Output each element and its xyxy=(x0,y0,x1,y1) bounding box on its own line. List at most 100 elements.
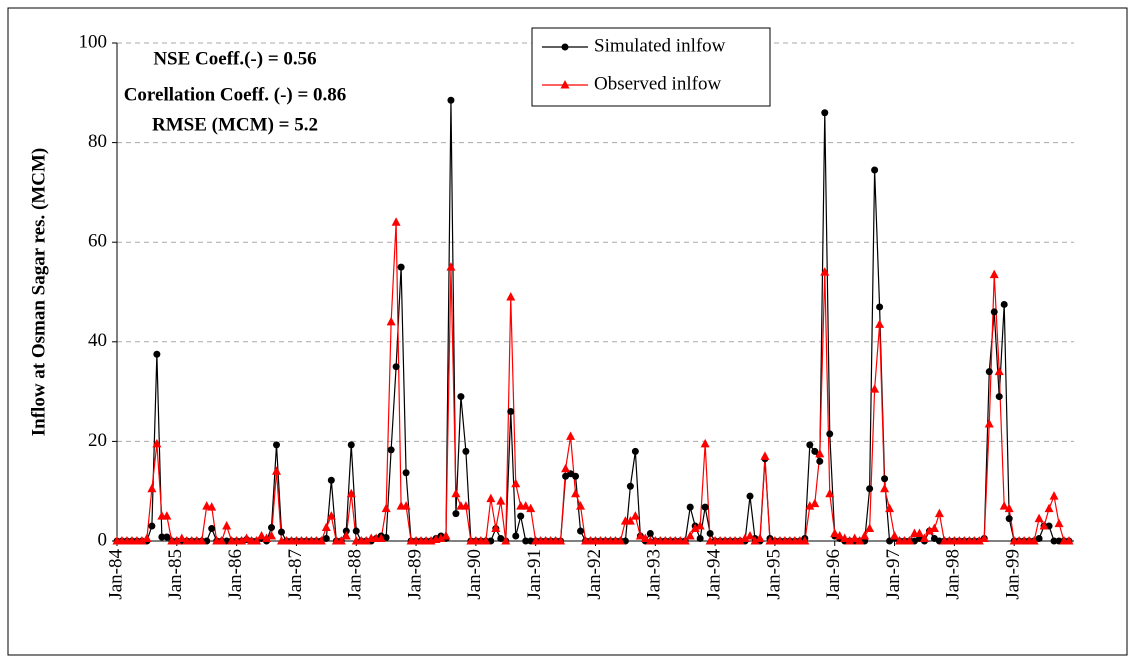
point xyxy=(1004,503,1014,513)
point xyxy=(934,508,944,518)
point xyxy=(635,531,645,540)
point xyxy=(491,523,501,533)
x-tick-label: Jan-95 xyxy=(763,549,784,600)
point xyxy=(835,531,845,540)
point xyxy=(750,536,760,545)
point xyxy=(696,535,704,543)
x-tick-label: Jan-97 xyxy=(883,549,904,600)
legend-label: Observed inlfow xyxy=(594,73,721,94)
y-tick-label: 0 xyxy=(98,529,108,550)
point xyxy=(881,475,889,483)
point xyxy=(447,96,455,104)
point xyxy=(990,308,998,316)
point xyxy=(152,438,162,448)
point xyxy=(700,438,710,448)
point xyxy=(1039,521,1049,530)
point xyxy=(402,469,410,477)
point xyxy=(346,488,356,498)
x-tick-label: Jan-89 xyxy=(404,549,425,600)
point xyxy=(826,430,834,438)
annotation: NSE Coeff.(-) = 0.56 xyxy=(153,48,316,69)
point xyxy=(690,523,700,533)
point xyxy=(820,267,830,276)
point xyxy=(815,448,825,458)
point xyxy=(626,482,634,490)
point xyxy=(984,418,994,428)
y-tick-label: 100 xyxy=(79,31,108,52)
point xyxy=(631,447,639,455)
point xyxy=(914,528,924,538)
point xyxy=(566,431,576,440)
point xyxy=(866,485,874,493)
point xyxy=(561,463,571,473)
point xyxy=(876,303,884,311)
point xyxy=(760,451,770,460)
x-tick-label: Jan-98 xyxy=(943,549,964,600)
point xyxy=(1064,536,1074,545)
legend-label: Simulated inlfow xyxy=(594,35,726,56)
point xyxy=(316,536,326,545)
x-tick-label: Jan-84 xyxy=(105,549,126,600)
point xyxy=(806,441,814,449)
legend-marker xyxy=(560,80,570,89)
point xyxy=(811,447,819,455)
annotation: RMSE (MCM) = 5.2 xyxy=(152,114,318,135)
point xyxy=(391,217,401,226)
point xyxy=(1050,537,1058,545)
point xyxy=(1000,300,1008,308)
point xyxy=(341,531,351,540)
point xyxy=(268,524,276,532)
point xyxy=(222,521,232,530)
point xyxy=(706,530,714,538)
x-tick-label: Jan-85 xyxy=(165,549,186,600)
point xyxy=(162,511,172,520)
point xyxy=(845,536,855,545)
point xyxy=(615,536,625,545)
point xyxy=(267,531,277,540)
point xyxy=(197,536,207,545)
point xyxy=(994,366,1004,376)
point xyxy=(436,533,446,543)
point xyxy=(1054,518,1064,528)
point xyxy=(865,523,875,533)
y-tick-label: 20 xyxy=(88,430,107,451)
chart-frame xyxy=(7,7,1128,656)
point xyxy=(517,512,525,520)
point xyxy=(885,503,895,513)
point xyxy=(511,478,521,488)
point xyxy=(929,523,939,533)
point xyxy=(830,528,840,538)
point xyxy=(451,488,461,498)
x-tick-label: Jan-91 xyxy=(524,549,545,600)
point xyxy=(153,350,161,358)
point xyxy=(387,446,395,454)
point xyxy=(262,533,272,543)
point xyxy=(701,503,709,511)
point xyxy=(1034,513,1044,523)
point xyxy=(336,536,346,545)
point xyxy=(252,536,262,545)
point xyxy=(347,441,355,449)
point xyxy=(1029,536,1039,545)
point xyxy=(680,536,690,545)
point xyxy=(860,531,870,540)
point xyxy=(326,511,336,520)
point xyxy=(208,525,216,533)
point xyxy=(572,472,580,480)
point xyxy=(321,522,331,532)
point xyxy=(995,393,1003,401)
x-tick-label: Jan-99 xyxy=(1003,549,1024,600)
point xyxy=(576,501,586,510)
x-tick-label: Jan-90 xyxy=(464,549,485,600)
point xyxy=(142,533,152,543)
point xyxy=(352,527,360,535)
point xyxy=(376,533,386,543)
point xyxy=(855,536,865,545)
point xyxy=(821,109,829,117)
point xyxy=(805,501,815,510)
point xyxy=(840,533,850,543)
point xyxy=(735,536,745,545)
point xyxy=(905,536,915,545)
y-tick-label: 40 xyxy=(88,330,107,351)
